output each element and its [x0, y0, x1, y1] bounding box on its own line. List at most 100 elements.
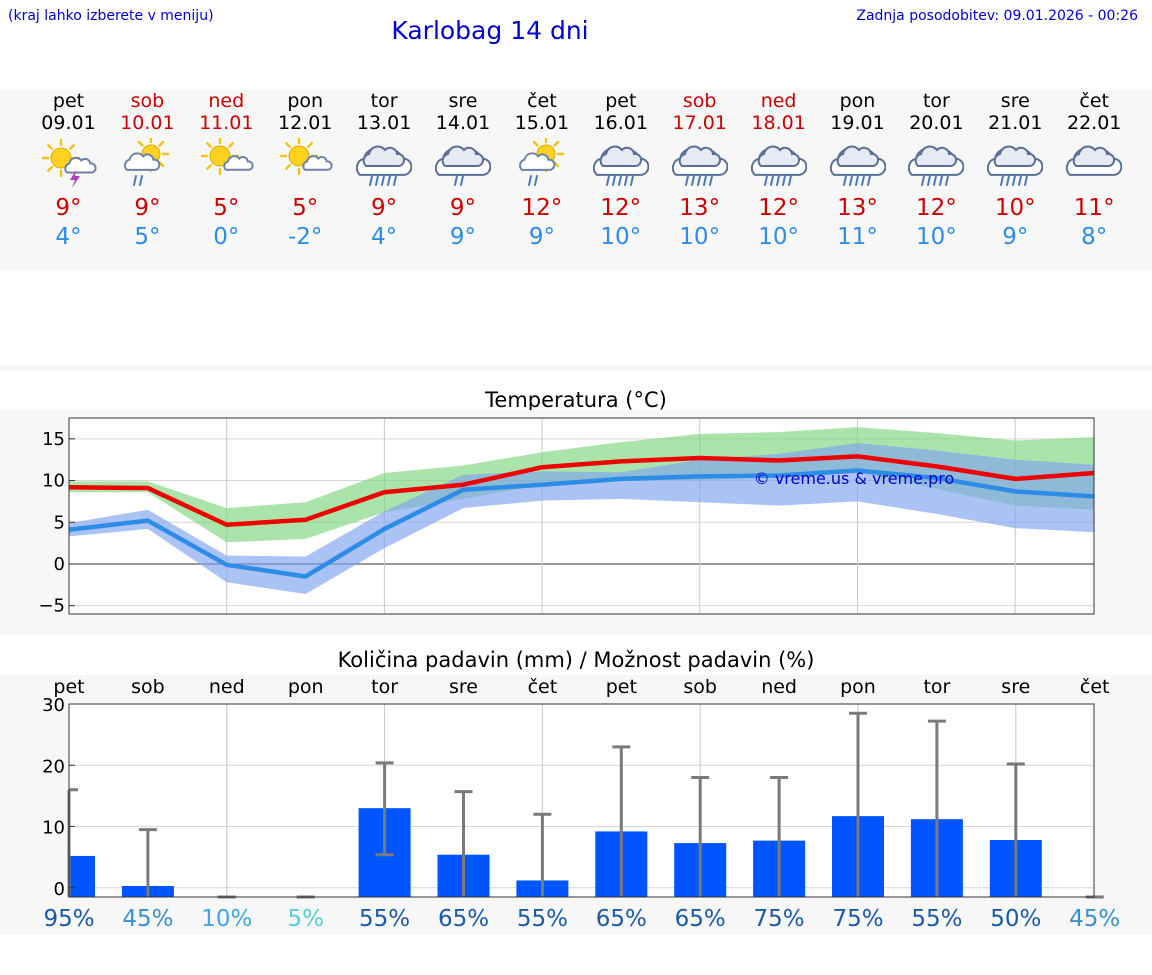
watermark: © vreme.us & vreme.pro — [754, 469, 955, 488]
max-temperature: 13° — [679, 195, 721, 221]
y-tick-label: 15 — [42, 429, 65, 450]
min-temperature: 10° — [916, 224, 957, 250]
day-column: čet 22.01 11° 8° — [1055, 90, 1133, 252]
min-temperature: 9° — [528, 224, 555, 250]
precipitation-probability: 65% — [675, 906, 726, 932]
day-name: tor — [370, 90, 398, 112]
sun-cloud-icon — [201, 138, 254, 176]
min-range-band — [69, 443, 1094, 594]
precipitation-day-label: sob — [131, 676, 165, 698]
day-column: tor 13.01 9° 4° — [345, 90, 423, 252]
plot-frame — [68, 417, 1095, 615]
cloud-rain-icon — [829, 145, 886, 186]
sun-cloud-icon — [279, 138, 333, 176]
sun-cloud-rain-icon — [124, 138, 170, 186]
day-name: sre — [448, 90, 478, 112]
max-temperature: 13° — [837, 195, 878, 221]
max-temperature: 9° — [449, 195, 477, 221]
y-tick-label: 10 — [42, 818, 65, 839]
day-column: tor 20.01 12° 10° — [897, 90, 975, 252]
day-date: 11.01 — [199, 112, 254, 134]
precipitation-day-label: čet — [1080, 676, 1110, 698]
max-temperature: 9° — [371, 195, 398, 221]
precipitation-probability: 65% — [438, 906, 489, 932]
max-temperature: 12° — [916, 195, 957, 221]
day-date: 14.01 — [435, 112, 491, 134]
max-temperature: 9° — [55, 195, 82, 221]
location-hint[interactable]: (kraj lahko izberete v meniju) — [8, 8, 214, 24]
daily-forecast: pet 09.01 9° 4° sob 10.01 9° 5° ned 11.01 5° 0° pon 1… — [0, 90, 1152, 270]
precipitation-probability: 5% — [287, 906, 324, 932]
precipitation-chart-title: Količina padavin (mm) / Možnost padavin … — [337, 648, 815, 672]
day-column: sob 10.01 9° 5° — [108, 90, 186, 252]
day-name: sob — [682, 90, 717, 112]
min-temperature: 0° — [213, 224, 240, 250]
precipitation-day-label: ned — [761, 676, 797, 698]
day-column: pet 16.01 12° 10° — [582, 90, 660, 252]
temperature-chart: 15 10 5 0 −5 © vreme.us & vreme.pro — [38, 417, 1095, 617]
y-tick-label: 5 — [54, 512, 65, 533]
sun-cloud-rain-icon — [518, 138, 565, 186]
cloud-light-rain-icon — [435, 145, 491, 186]
cloud-rain-icon — [908, 145, 965, 186]
min-temperature: 9° — [449, 224, 477, 250]
precipitation-probability: 55% — [359, 906, 410, 932]
day-date: 13.01 — [356, 112, 412, 134]
day-column: pon 19.01 13° 11° — [819, 90, 897, 252]
y-tick-label: 10 — [42, 471, 65, 492]
day-name: čet — [527, 90, 557, 112]
min-temperature: 5° — [134, 224, 161, 250]
max-temperature: 12° — [521, 195, 563, 221]
max-temperature: 12° — [600, 195, 642, 221]
max-temperature-line — [68, 454, 1095, 528]
max-temperature: 12° — [758, 195, 799, 221]
min-temperature: 9° — [1002, 224, 1029, 250]
day-name: sob — [130, 90, 165, 112]
precipitation-probability: 65% — [596, 906, 647, 932]
y-tick-label: 0 — [54, 554, 65, 575]
y-tick-label: −5 — [38, 596, 65, 617]
day-date: 17.01 — [672, 112, 727, 134]
precipitation-probability: 10% — [201, 906, 252, 932]
min-temperature: 4° — [371, 224, 398, 250]
sun-cloud-thunder-icon — [41, 138, 97, 188]
day-column: sob 17.01 13° 10° — [661, 90, 739, 252]
precipitation-probability: 75% — [832, 906, 883, 932]
precipitation-day-label: pon — [840, 676, 876, 698]
temperature-chart-title: Temperatura (°C) — [485, 388, 667, 412]
precipitation-day-label: sre — [449, 676, 478, 698]
max-temperature: 5° — [292, 195, 319, 221]
min-temperature: 10° — [679, 224, 721, 250]
min-temperature: 4° — [55, 224, 82, 250]
precipitation-probability: 45% — [122, 906, 173, 932]
min-temperature: -2° — [287, 224, 323, 250]
day-date: 10.01 — [120, 112, 175, 134]
day-column: čet 15.01 12° 9° — [503, 90, 581, 252]
precipitation-day-label: pon — [288, 676, 324, 698]
day-column: sre 21.01 10° 9° — [976, 90, 1054, 252]
precipitation-probability: 95% — [43, 906, 94, 932]
day-date: 15.01 — [514, 112, 570, 134]
precipitation-probability: 45% — [1069, 906, 1120, 932]
day-date: 20.01 — [909, 112, 964, 134]
precipitation-day-label: tor — [371, 676, 398, 698]
day-name: tor — [922, 90, 950, 112]
precipitation-day-label: pet — [606, 676, 637, 698]
cloud-rain-icon — [592, 145, 649, 186]
precipitation-probability: 55% — [517, 906, 568, 932]
day-column: pet 09.01 9° 4° — [30, 90, 108, 252]
cloud-rain-icon — [987, 145, 1044, 186]
plot-frame — [68, 703, 1095, 898]
precipitation-day-label: sre — [1001, 676, 1030, 698]
precipitation-probability: 75% — [754, 906, 805, 932]
day-name: čet — [1079, 90, 1109, 112]
min-temperature: 10° — [600, 224, 642, 250]
min-temperature-line — [68, 468, 1095, 579]
y-tick-label: 0 — [54, 879, 65, 900]
day-name: pet — [52, 90, 85, 112]
day-column: ned 18.01 12° 10° — [740, 90, 818, 252]
cloud-icon — [1066, 145, 1123, 176]
precipitation-probability: 50% — [990, 906, 1041, 932]
precipitation-day-label: tor — [923, 676, 950, 698]
max-temperature: 5° — [213, 195, 240, 221]
